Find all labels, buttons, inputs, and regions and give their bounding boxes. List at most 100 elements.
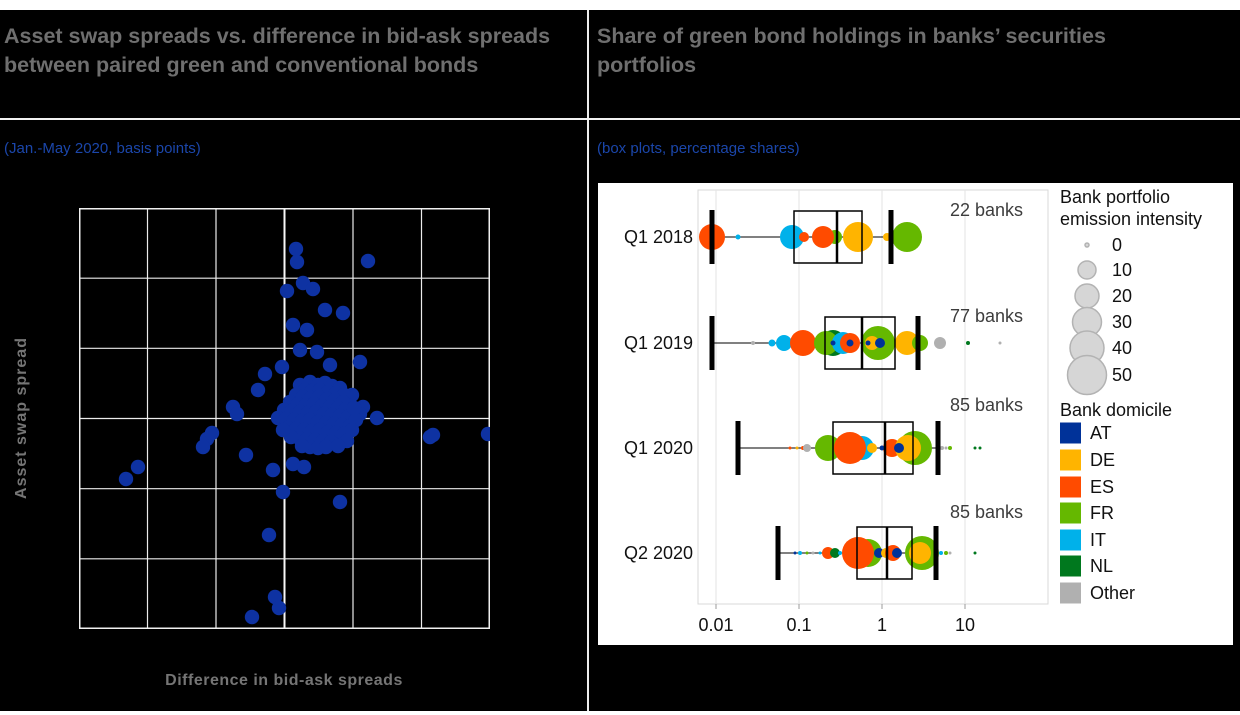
size-legend-value: 40 — [1112, 338, 1132, 358]
holding-bubble — [811, 551, 815, 555]
scatter-point — [288, 241, 304, 257]
domicile-swatch — [1060, 555, 1081, 577]
scatter-point — [346, 400, 362, 416]
holding-bubble — [838, 551, 842, 555]
size-legend-value: 0 — [1112, 235, 1122, 255]
domicile-swatch — [1060, 476, 1081, 498]
holding-bubble — [768, 339, 776, 347]
scatter-point — [299, 322, 315, 338]
holding-bubble — [788, 446, 792, 450]
size-legend-value: 50 — [1112, 365, 1132, 385]
left-panel-subtitle: (Jan.-May 2020, basis points) — [4, 140, 201, 157]
box-row-label: Q1 2019 — [624, 333, 693, 353]
holding-bubble — [909, 542, 931, 564]
size-legend-circle — [1074, 283, 1100, 309]
holding-bubble — [798, 551, 802, 555]
scatter-point — [250, 382, 266, 398]
holding-bubble — [948, 446, 952, 450]
scatter-plot — [79, 208, 490, 629]
domicile-swatch — [1060, 449, 1081, 471]
holding-bubble — [735, 234, 741, 240]
holding-bubble — [973, 551, 977, 555]
scatter-point — [296, 459, 312, 475]
size-legend-circle — [1066, 354, 1108, 396]
scatter-point — [275, 422, 291, 438]
scatter-point — [265, 462, 281, 478]
panel-divider — [587, 10, 589, 711]
holding-bubble — [867, 443, 877, 453]
holding-bubble — [803, 444, 811, 452]
holding-bubble — [812, 226, 834, 248]
scatter-point — [289, 254, 305, 270]
holding-bubble — [843, 222, 873, 252]
holding-bubble — [998, 341, 1002, 345]
scatter-point — [204, 425, 220, 441]
scatter-point — [285, 317, 301, 333]
scatter-point — [257, 366, 273, 382]
bottom-margin-strip — [0, 711, 1240, 715]
box-row-label: Q1 2020 — [624, 438, 693, 458]
scatter-point — [480, 426, 490, 442]
right-panel-title: Share of green bond holdings in banks’ s… — [597, 24, 1106, 78]
scatter-point — [330, 438, 346, 454]
domicile-swatch — [1060, 422, 1081, 444]
holding-bubble — [795, 446, 799, 450]
scatter-point — [317, 302, 333, 318]
holding-bubble — [751, 341, 755, 345]
holding-bubble — [973, 446, 977, 450]
holding-bubble — [799, 232, 809, 242]
holding-bubble — [895, 435, 921, 461]
holding-bubble — [944, 446, 948, 450]
scatter-point — [261, 527, 277, 543]
scatter-point — [130, 459, 146, 475]
right-panel-subtitle: (box plots, percentage shares) — [597, 140, 800, 157]
holding-bubble — [805, 551, 809, 555]
holding-bubble — [865, 340, 871, 346]
bank-count-label: 77 banks — [950, 306, 1023, 326]
box — [824, 316, 896, 370]
x-tick-label: 0.1 — [786, 615, 811, 635]
holding-bubble — [940, 446, 944, 450]
box-row-label: Q1 2018 — [624, 227, 693, 247]
domicile-label: DE — [1090, 450, 1115, 470]
box-row-label: Q2 2020 — [624, 543, 693, 563]
box — [832, 421, 914, 475]
scatter-point — [229, 406, 245, 422]
scatter-point — [318, 439, 334, 455]
scatter-point — [360, 253, 376, 269]
holding-bubble — [834, 432, 866, 464]
scatter-point — [305, 281, 321, 297]
domicile-label: IT — [1090, 530, 1106, 550]
holding-bubble — [966, 341, 970, 345]
holding-bubble — [944, 551, 948, 555]
holding-bubble — [934, 337, 946, 349]
scatter-point — [369, 410, 385, 426]
size-legend-circle — [1084, 242, 1090, 248]
holding-bubble — [874, 548, 884, 558]
scatter-point — [425, 427, 441, 443]
scatter-point — [294, 438, 310, 454]
scatter-point — [332, 494, 348, 510]
scatter-point — [267, 589, 283, 605]
holding-bubble — [846, 339, 854, 347]
holding-bubble — [892, 548, 902, 558]
domicile-swatch — [1060, 582, 1081, 604]
x-tick-label: 10 — [955, 615, 975, 635]
scatter-point — [309, 344, 325, 360]
size-legend-value: 10 — [1112, 260, 1132, 280]
scatter-point — [335, 305, 351, 321]
size-legend-value: 30 — [1112, 312, 1132, 332]
scatter-point — [244, 609, 260, 625]
bank-count-label: 85 banks — [950, 395, 1023, 415]
size-legend-circle — [1077, 260, 1097, 280]
bank-count-label: 85 banks — [950, 502, 1023, 522]
box — [856, 526, 913, 580]
domicile-label: Other — [1090, 583, 1135, 603]
scatter-point — [285, 456, 301, 472]
domicile-swatch — [1060, 529, 1081, 551]
left-panel-title: Asset swap spreads vs. difference in bid… — [4, 24, 551, 78]
holding-bubble — [780, 225, 804, 249]
top-margin-strip — [0, 0, 1240, 10]
domicile-label: ES — [1090, 477, 1114, 497]
holding-bubble — [894, 443, 904, 453]
